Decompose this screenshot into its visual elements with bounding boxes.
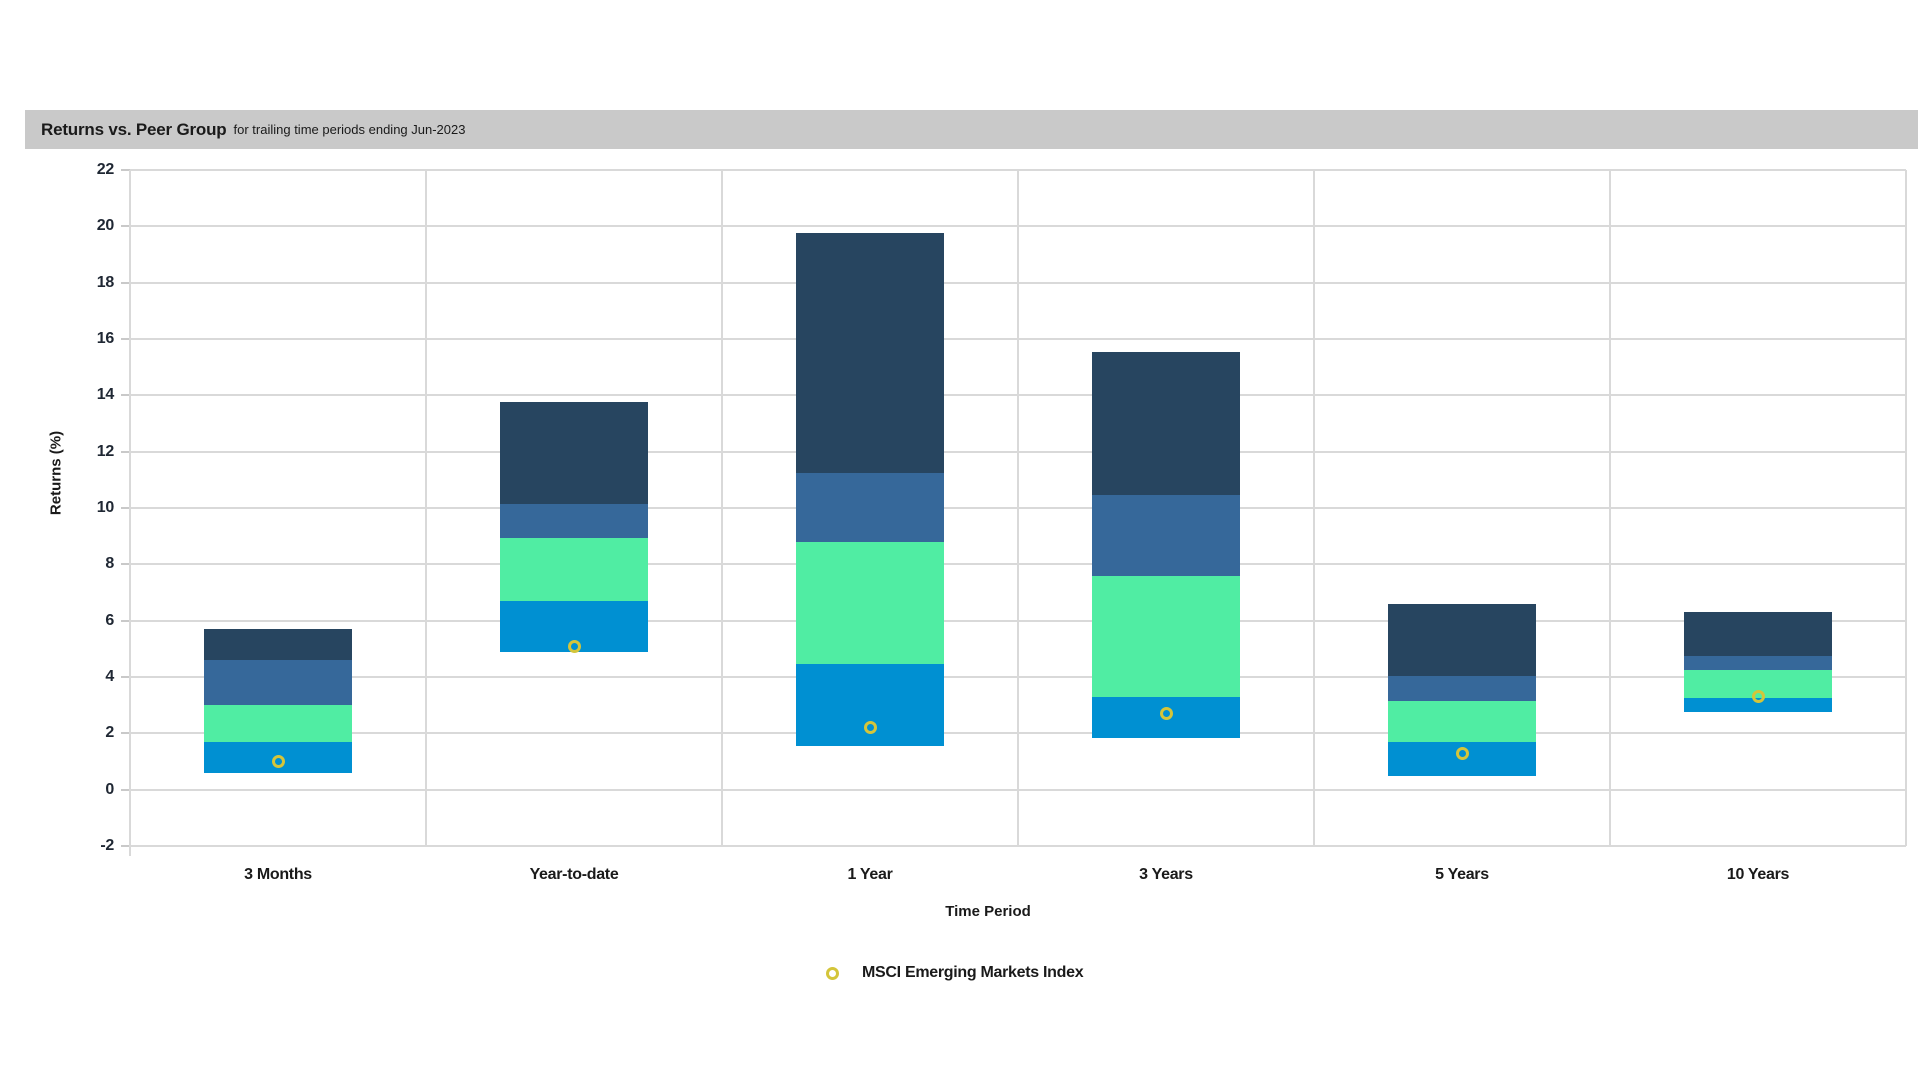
peer-band-upper-middle[interactable] xyxy=(796,472,944,542)
x-tick-label: 10 Years xyxy=(1726,866,1790,883)
plot-right-border xyxy=(1905,170,1907,846)
peer-band-lower-middle[interactable] xyxy=(500,537,648,601)
y-tick-label: 6 xyxy=(105,611,114,629)
y-axis-tickmark xyxy=(121,788,130,791)
peer-band-upper-middle[interactable] xyxy=(1092,495,1240,576)
y-axis-tickmark xyxy=(121,845,130,847)
index-marker[interactable] xyxy=(863,721,877,735)
peer-band-top[interactable] xyxy=(1388,603,1536,676)
x-tick-label: 3 Months xyxy=(244,866,312,883)
index-marker[interactable] xyxy=(1159,707,1173,721)
peer-band-top[interactable] xyxy=(796,233,944,473)
x-tick-label: 3 Years xyxy=(1139,866,1193,883)
y-axis-tickmark xyxy=(121,563,130,566)
peer-band-lower-middle[interactable] xyxy=(204,705,352,742)
peer-band-top[interactable] xyxy=(500,402,648,504)
h-gridline xyxy=(130,845,1906,847)
y-axis-tickmark xyxy=(121,394,130,397)
y-tick-label: 22 xyxy=(96,161,115,178)
y-axis-tickmark xyxy=(121,676,130,678)
y-axis-tickmark xyxy=(121,619,130,622)
peer-band-upper-middle[interactable] xyxy=(1388,675,1536,701)
chart-subtitle: for trailing time periods ending Jun-202… xyxy=(233,122,466,137)
chart-title: Returns vs. Peer Group xyxy=(41,119,227,139)
peer-band-top[interactable] xyxy=(204,629,352,661)
index-marker[interactable] xyxy=(567,639,581,653)
x-axis-title: Time Period xyxy=(945,903,1031,920)
y-axis-tickmark xyxy=(121,338,130,340)
y-tick-label: 14 xyxy=(96,386,115,404)
y-tick-label: 12 xyxy=(96,442,115,460)
peer-band-upper-middle[interactable] xyxy=(1684,655,1832,670)
peer-band-lower-middle[interactable] xyxy=(1388,700,1536,742)
chart-title-bar: Returns vs. Peer Group for trailing time… xyxy=(25,110,1918,149)
y-tick-label: 10 xyxy=(96,499,115,516)
y-tick-label: 0 xyxy=(105,780,114,798)
x-tick-label: 5 Years xyxy=(1435,866,1489,883)
y-axis-tickmark xyxy=(121,732,130,735)
peer-band-upper-middle[interactable] xyxy=(500,503,648,538)
category-separator xyxy=(1609,170,1611,846)
legend-open-circle-icon xyxy=(826,966,839,980)
y-axis-line xyxy=(129,170,131,856)
index-marker[interactable] xyxy=(271,755,285,768)
y-tick-label: 16 xyxy=(96,330,115,347)
y-axis-tickmark xyxy=(121,281,130,284)
peer-band-lower-middle[interactable] xyxy=(1092,575,1240,697)
peer-band-lower-middle[interactable] xyxy=(796,541,944,665)
y-tick-label: -2 xyxy=(100,837,114,854)
y-axis-tickmark xyxy=(121,169,130,171)
legend-label: MSCI Emerging Markets Index xyxy=(862,964,1084,981)
y-axis-tickmark xyxy=(121,225,130,228)
category-separator xyxy=(425,170,427,846)
category-separator xyxy=(1313,170,1315,846)
peer-band-upper-middle[interactable] xyxy=(204,660,352,706)
category-separator xyxy=(1017,170,1019,846)
category-separator xyxy=(721,170,723,846)
peer-band-top[interactable] xyxy=(1684,612,1832,656)
y-tick-label: 20 xyxy=(96,217,115,235)
y-tick-label: 8 xyxy=(105,555,114,573)
x-tick-label: 1 Year xyxy=(847,866,893,883)
y-tick-label: 4 xyxy=(105,668,114,685)
peer-band-top[interactable] xyxy=(1092,351,1240,496)
y-axis-tickmark xyxy=(121,450,130,453)
y-tick-label: 18 xyxy=(96,273,115,291)
y-axis-tickmark xyxy=(121,507,130,509)
index-marker[interactable] xyxy=(1751,690,1765,704)
y-tick-label: 2 xyxy=(105,724,114,742)
index-marker[interactable] xyxy=(1455,746,1469,760)
legend[interactable]: MSCI Emerging Markets Index xyxy=(826,964,1084,982)
x-tick-label: Year-to-date xyxy=(529,866,619,883)
peer-band-bottom[interactable] xyxy=(1684,698,1832,713)
